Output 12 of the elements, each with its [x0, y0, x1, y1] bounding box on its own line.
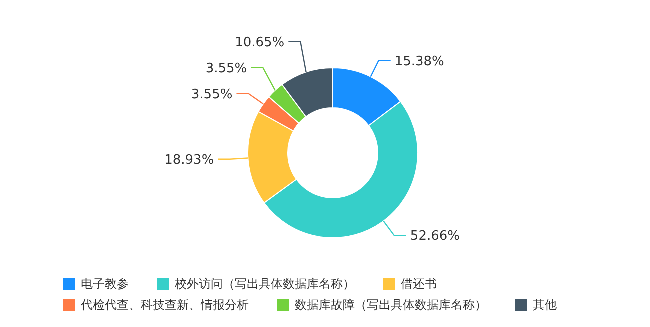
data-label: 15.38%	[394, 54, 444, 70]
data-label: 18.93%	[164, 152, 214, 168]
legend-label: 其他	[533, 298, 557, 312]
data-label: 52.66%	[410, 229, 460, 244]
legend-label: 校外访问（写出具体数据库名称）	[174, 277, 355, 292]
data-label: 3.55%	[191, 87, 233, 102]
legend-label: 电子教参	[81, 277, 129, 292]
legend-label: 代检代查、科技查新、情报分析	[80, 298, 249, 312]
data-label: 10.65%	[235, 35, 285, 50]
legend-label: 数据库故障（写出具体数据库名称）	[295, 298, 487, 312]
data-label: 3.55%	[206, 61, 248, 76]
legend-label: 借还书	[401, 277, 437, 292]
